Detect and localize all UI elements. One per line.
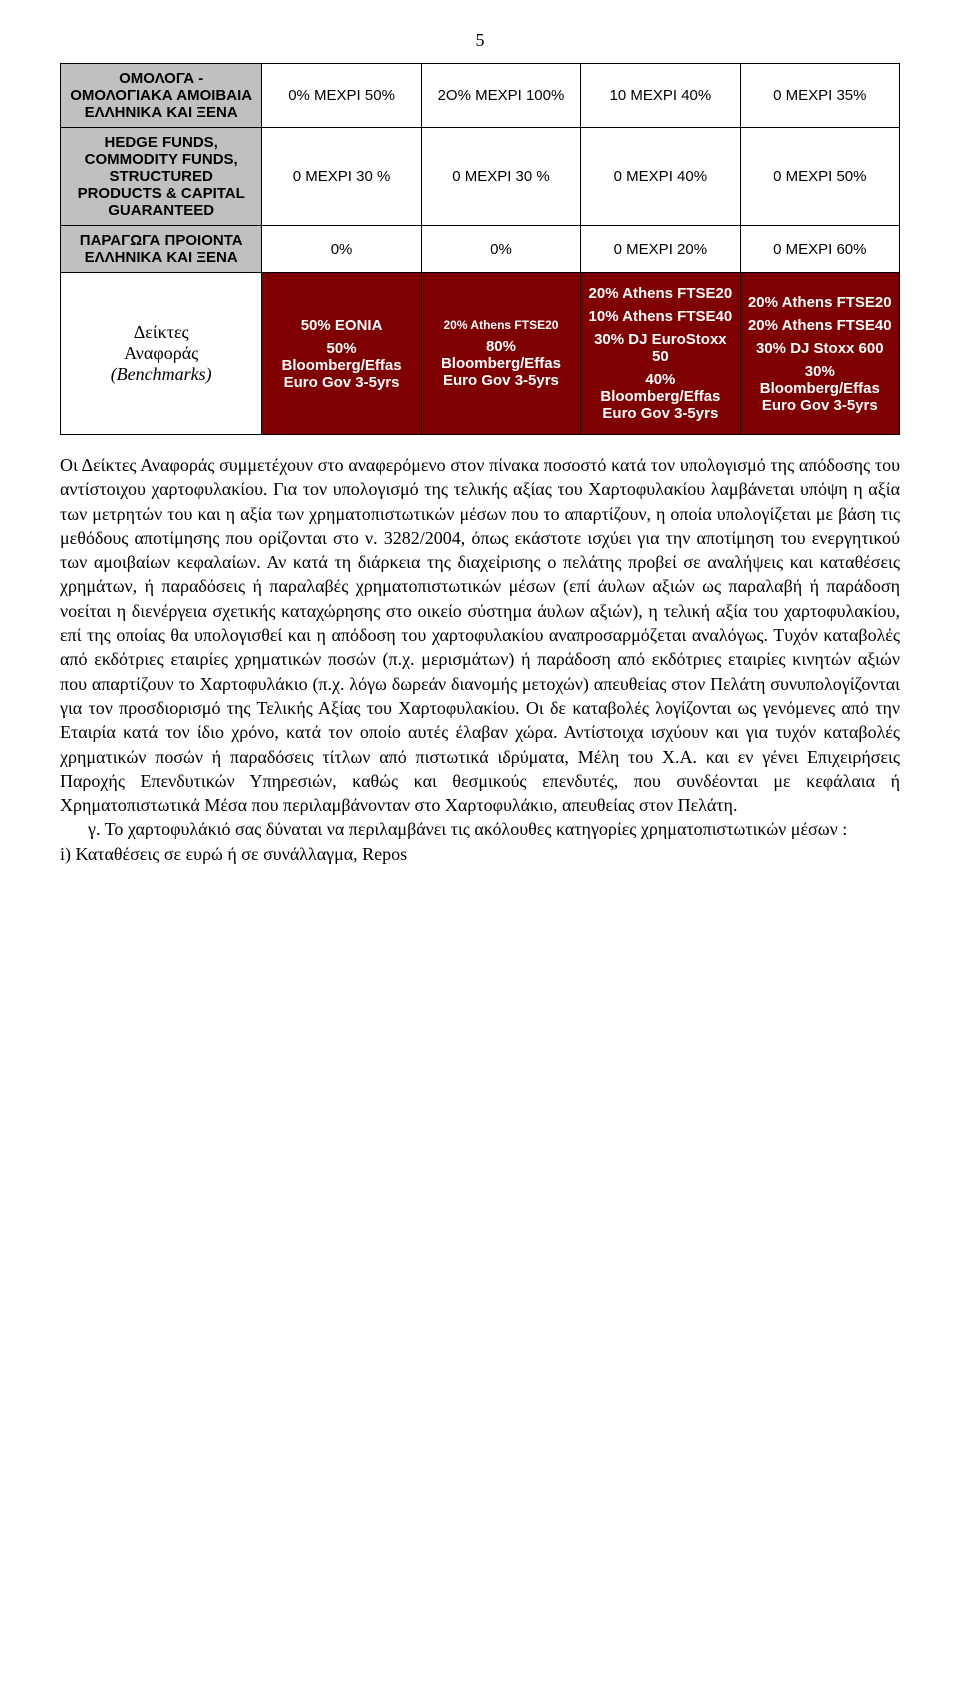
benchmark-label-line: (Benchmarks): [67, 364, 255, 385]
benchmark-label: Δείκτες Αναφοράς (Benchmarks): [61, 273, 262, 435]
cell: 2Ο% ΜΕΧΡΙ 100%: [421, 64, 580, 128]
benchmark-row: Δείκτες Αναφοράς (Benchmarks) 50% EONIA …: [61, 273, 900, 435]
benchmark-label-line: Αναφοράς: [67, 343, 255, 364]
benchmark-item: 50% Bloomberg/Effas Euro Gov 3-5yrs: [268, 340, 414, 391]
cell: 10 ΜΕΧΡΙ 40%: [581, 64, 740, 128]
cell: 0% ΜΕΧΡΙ 50%: [262, 64, 421, 128]
benchmark-item: 10% Athens FTSE40: [587, 308, 733, 325]
cell: 0 ΜΕΧΡΙ 50%: [740, 128, 899, 226]
cell: 0 ΜΕΧΡΙ 60%: [740, 226, 899, 273]
row-header-bonds: ΟΜΟΛΟΓΑ - ΟΜΟΛΟΓΙΑΚΑ ΑΜΟΙΒΑΙΑ ΕΛΛΗΝΙΚΑ Κ…: [61, 64, 262, 128]
benchmark-item: 20% Athens FTSE40: [747, 317, 893, 334]
cell: 0 ΜΕΧΡΙ 30 %: [262, 128, 421, 226]
cell: 0%: [262, 226, 421, 273]
row-header-hedge: HEDGE FUNDS, COMMODITY FUNDS, STRUCTURED…: [61, 128, 262, 226]
row-header-derivatives: ΠΑΡΑΓΩΓΑ ΠΡΟΙΟΝΤΑ ΕΛΛΗΝΙΚΑ ΚΑΙ ΞΕΝΑ: [61, 226, 262, 273]
benchmark-cell: 20% Athens FTSE20 20% Athens FTSE40 30% …: [740, 273, 899, 435]
benchmark-cell: 20% Athens FTSE20 80% Bloomberg/Effas Eu…: [421, 273, 580, 435]
benchmark-cell: 50% EONIA 50% Bloomberg/Effas Euro Gov 3…: [262, 273, 421, 435]
table-row: HEDGE FUNDS, COMMODITY FUNDS, STRUCTURED…: [61, 128, 900, 226]
table-row: ΟΜΟΛΟΓΑ - ΟΜΟΛΟΓΙΑΚΑ ΑΜΟΙΒΑΙΑ ΕΛΛΗΝΙΚΑ Κ…: [61, 64, 900, 128]
paragraph-gamma: γ. Το χαρτοφυλάκιό σας δύναται να περιλα…: [60, 817, 900, 841]
benchmark-item: 20% Athens FTSE20: [428, 318, 574, 332]
table-row: ΠΑΡΑΓΩΓΑ ΠΡΟΙΟΝΤΑ ΕΛΛΗΝΙΚΑ ΚΑΙ ΞΕΝΑ 0% 0…: [61, 226, 900, 273]
benchmark-label-line: Δείκτες: [67, 322, 255, 343]
paragraph-main: Οι Δείκτες Αναφοράς συμμετέχουν στο αναφ…: [60, 453, 900, 817]
cell: 0 ΜΕΧΡΙ 20%: [581, 226, 740, 273]
benchmark-item: 80% Bloomberg/Effas Euro Gov 3-5yrs: [428, 338, 574, 389]
page-container: 5 ΟΜΟΛΟΓΑ - ΟΜΟΛΟΓΙΑΚΑ ΑΜΟΙΒΑΙΑ ΕΛΛΗΝΙΚΑ…: [0, 0, 960, 906]
benchmark-item: 20% Athens FTSE20: [587, 285, 733, 302]
page-number: 5: [60, 30, 900, 51]
cell: 0%: [421, 226, 580, 273]
cell: 0 ΜΕΧΡΙ 35%: [740, 64, 899, 128]
benchmark-item: 40% Bloomberg/Effas Euro Gov 3-5yrs: [587, 371, 733, 422]
benchmark-item: 30% Bloomberg/Effas Euro Gov 3-5yrs: [747, 363, 893, 414]
body-text: Οι Δείκτες Αναφοράς συμμετέχουν στο αναφ…: [60, 453, 900, 866]
list-item-i: i) Καταθέσεις σε ευρώ ή σε συνάλλαγμα, R…: [60, 842, 900, 866]
cell: 0 ΜΕΧΡΙ 30 %: [421, 128, 580, 226]
benchmark-item: 30% DJ Stoxx 600: [747, 340, 893, 357]
cell: 0 ΜΕΧΡΙ 40%: [581, 128, 740, 226]
benchmark-item: 20% Athens FTSE20: [747, 294, 893, 311]
benchmark-cell: 20% Athens FTSE20 10% Athens FTSE40 30% …: [581, 273, 740, 435]
allocation-table: ΟΜΟΛΟΓΑ - ΟΜΟΛΟΓΙΑΚΑ ΑΜΟΙΒΑΙΑ ΕΛΛΗΝΙΚΑ Κ…: [60, 63, 900, 435]
benchmark-item: 30% DJ EuroStoxx 50: [587, 331, 733, 365]
benchmark-item: 50% EONIA: [268, 317, 414, 334]
